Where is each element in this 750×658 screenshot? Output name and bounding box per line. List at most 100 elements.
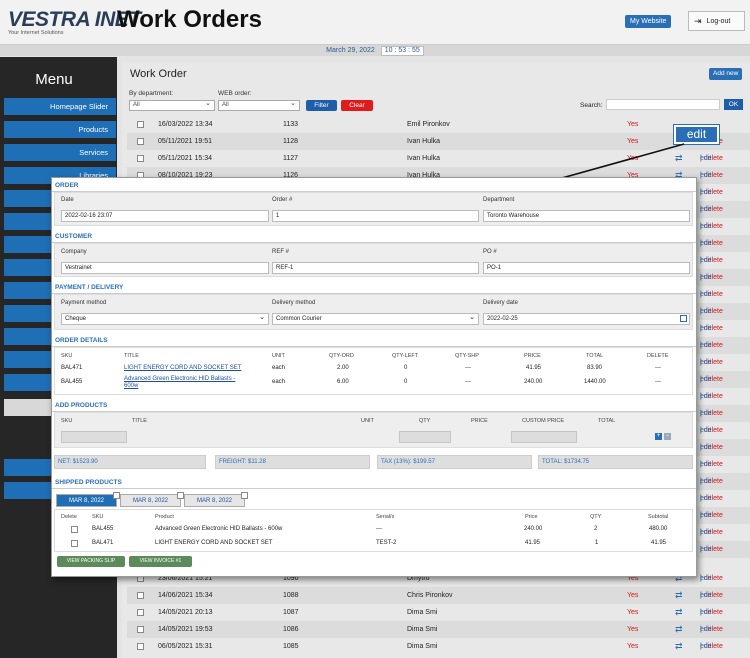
delete-link[interactable]: delete (703, 592, 723, 599)
add-row-icon[interactable]: + (655, 433, 662, 440)
edit-link[interactable]: edit (700, 444, 712, 451)
edit-link[interactable]: edit (700, 643, 712, 650)
edit-callout[interactable]: edit (673, 124, 720, 145)
delete-link[interactable]: delete (703, 393, 723, 400)
edit-link[interactable]: edit (700, 609, 712, 616)
delete-link[interactable]: delete (703, 172, 723, 179)
view-packing-slip-button[interactable]: VIEW PACKING SLIP (57, 556, 125, 567)
table-row[interactable]: edit | delete (127, 388, 750, 405)
table-row[interactable]: edit | delete (127, 184, 750, 201)
ref-field[interactable]: REF-1 (272, 262, 479, 274)
delete-link[interactable]: delete (703, 274, 723, 281)
shipment-tab-checkbox[interactable] (177, 492, 184, 499)
search-input[interactable] (606, 99, 720, 110)
add-qty-input[interactable] (399, 431, 451, 443)
delete-link[interactable]: delete (703, 495, 723, 502)
web-order-filter-select[interactable]: All (218, 99, 300, 111)
detail-delete[interactable]: --- (655, 379, 661, 385)
delete-link[interactable]: delete (703, 359, 723, 366)
table-row[interactable]: edit | delete (127, 456, 750, 473)
table-row[interactable]: 05/11/2021 15:34 1127 Ivan Hulka Yes ⇄ e… (127, 150, 750, 167)
delete-link[interactable]: delete (703, 189, 723, 196)
edit-link[interactable]: edit (700, 512, 712, 519)
table-row[interactable]: edit | delete (127, 354, 750, 371)
view-invoice-button[interactable]: VIEW INVOICE #1 (129, 556, 192, 567)
edit-link[interactable]: edit (700, 529, 712, 536)
edit-link[interactable]: edit (700, 342, 712, 349)
sidebar-item-homepage-slider[interactable]: Homepage Slider (4, 98, 116, 115)
edit-link[interactable]: edit (700, 410, 712, 417)
shipment-tab-checkbox[interactable] (113, 492, 120, 499)
table-row[interactable]: 14/05/2021 20:13 1087 Dima Smi Yes ⇄ edi… (127, 604, 750, 621)
edit-link[interactable]: edit (700, 575, 712, 582)
table-row[interactable]: 16/03/2022 13:34 1133 Emil Pironkov Yes (127, 116, 750, 133)
date-field[interactable]: 2022-02-16 23:07 (61, 210, 269, 222)
edit-link[interactable]: edit (700, 626, 712, 633)
po-field[interactable]: PO-1 (483, 262, 690, 274)
detail-title-link[interactable]: Advanced Green Electronic HID Ballasts - (124, 376, 236, 382)
edit-link[interactable]: edit (700, 206, 712, 213)
table-row[interactable]: edit | delete (127, 320, 750, 337)
shipment-tab-3[interactable]: MAR 8, 2022 (184, 492, 248, 507)
delete-link[interactable]: delete (703, 444, 723, 451)
delete-link[interactable]: delete (703, 427, 723, 434)
row-checkbox[interactable] (137, 155, 144, 162)
delivery-date-field[interactable]: 2022-02-25 (483, 313, 690, 325)
table-row[interactable]: edit | delete (127, 422, 750, 439)
sync-icon[interactable]: ⇄ (675, 590, 683, 600)
edit-link[interactable]: edit (700, 325, 712, 332)
table-row[interactable]: edit | delete (127, 490, 750, 507)
edit-link[interactable]: edit (700, 257, 712, 264)
delete-link[interactable]: delete (703, 478, 723, 485)
delete-link[interactable]: delete (703, 308, 723, 315)
table-row[interactable]: 06/05/2021 15:31 1085 Dima Smi Yes ⇄ edi… (127, 638, 750, 655)
delete-link[interactable]: delete (703, 410, 723, 417)
delete-link[interactable]: delete (703, 291, 723, 298)
detail-title-link-line2[interactable]: 600w (124, 383, 139, 389)
table-row[interactable]: 05/11/2021 19:51 1128 Ivan Hulka Yes edi… (127, 133, 750, 150)
delete-link[interactable]: delete (703, 643, 723, 650)
add-custom-price-input[interactable] (511, 431, 577, 443)
sync-icon[interactable]: ⇄ (675, 624, 683, 634)
edit-link[interactable]: edit (700, 308, 712, 315)
detail-title-link[interactable]: LIGHT ENERGY CORD AND SOCKET SET (124, 365, 242, 371)
edit-link[interactable]: edit (700, 495, 712, 502)
edit-link[interactable]: edit (700, 546, 712, 553)
delete-link[interactable]: delete (703, 512, 723, 519)
delete-link[interactable]: delete (703, 529, 723, 536)
department-field[interactable]: Toronto Warehouse (483, 210, 690, 222)
edit-link[interactable]: edit (700, 359, 712, 366)
detail-delete[interactable]: --- (655, 365, 661, 371)
delete-link[interactable]: delete (703, 461, 723, 468)
ship-delete-checkbox[interactable] (71, 540, 78, 547)
edit-link[interactable]: edit (700, 274, 712, 281)
edit-link[interactable]: edit (700, 592, 712, 599)
edit-link[interactable]: edit (700, 393, 712, 400)
add-sku-input[interactable] (61, 431, 127, 443)
sync-icon[interactable]: ⇄ (675, 573, 683, 583)
calendar-icon[interactable] (680, 315, 687, 322)
sidebar-item-services[interactable]: Services (4, 144, 116, 161)
clear-button[interactable]: Clear (341, 100, 373, 111)
delete-link[interactable]: delete (703, 223, 723, 230)
edit-link[interactable]: edit (700, 155, 712, 162)
delete-link[interactable]: delete (703, 155, 723, 162)
filter-button[interactable]: Filter (306, 100, 337, 111)
delivery-method-select[interactable]: Common Courier (272, 313, 479, 325)
delete-link[interactable]: delete (703, 626, 723, 633)
delete-link[interactable]: delete (703, 546, 723, 553)
edit-link[interactable]: edit (700, 223, 712, 230)
delete-link[interactable]: delete (703, 257, 723, 264)
sync-icon[interactable]: ⇄ (675, 607, 683, 617)
shipment-tab-checkbox[interactable] (241, 492, 248, 499)
company-field[interactable]: Vestrainet (61, 262, 269, 274)
table-row[interactable]: 14/05/2021 19:53 1086 Dima Smi Yes ⇄ edi… (127, 621, 750, 638)
order-number-field[interactable]: 1 (272, 210, 479, 222)
table-row[interactable]: 23/06/2021 15:21 1090 Dmytro Yes ⇄ edit … (127, 570, 750, 587)
sync-icon[interactable]: ⇄ (675, 153, 683, 163)
row-checkbox[interactable] (137, 121, 144, 128)
edit-link[interactable]: edit (700, 291, 712, 298)
logout-button[interactable]: ⇥ Log-out (688, 11, 745, 31)
remove-row-icon[interactable]: − (664, 433, 671, 440)
table-row[interactable]: edit | delete (127, 524, 750, 541)
